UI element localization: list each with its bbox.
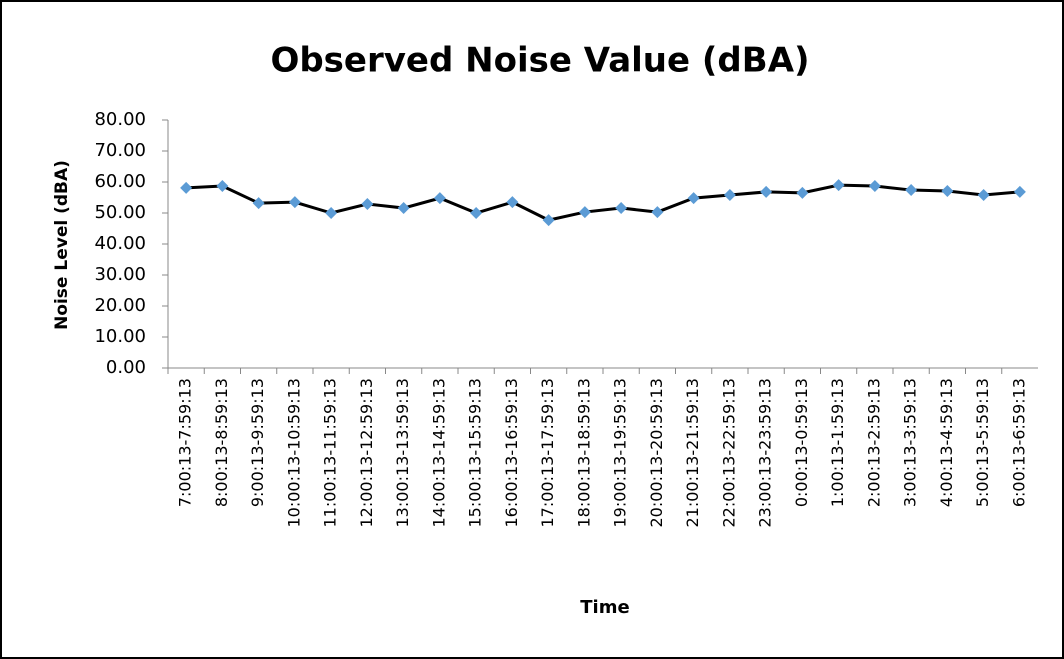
- x-tick-label: 7:00:13-7:59:13: [176, 378, 195, 507]
- marker: [760, 185, 773, 198]
- marker: [832, 179, 845, 192]
- x-tick-label: 2:00:13-2:59:13: [864, 378, 883, 507]
- marker: [687, 192, 700, 205]
- x-tick-label: 15:00:13-15:59:13: [466, 378, 485, 528]
- marker: [868, 180, 881, 193]
- y-tick-label: 30.00: [94, 264, 146, 285]
- x-tick-label: 8:00:13-8:59:13: [212, 378, 231, 507]
- y-tick-label: 50.00: [94, 202, 146, 223]
- x-tick-label: 3:00:13-3:59:13: [901, 378, 920, 507]
- x-tick-label: 1:00:13-1:59:13: [828, 378, 847, 507]
- x-tick-label: 13:00:13-13:59:13: [393, 378, 412, 528]
- x-tick-label: 22:00:13-22:59:13: [719, 378, 738, 528]
- marker: [578, 206, 591, 219]
- x-tick-label: 6:00:13-6:59:13: [1009, 378, 1028, 507]
- x-tick-label: 19:00:13-19:59:13: [611, 378, 630, 528]
- marker: [1013, 185, 1026, 198]
- y-tick-label: 20.00: [94, 295, 146, 316]
- x-tick-label: 23:00:13-23:59:13: [756, 378, 775, 528]
- x-tick-label: 10:00:13-10:59:13: [284, 378, 303, 528]
- marker: [325, 207, 338, 219]
- y-tick-label: 70.00: [94, 140, 146, 161]
- marker: [542, 214, 555, 227]
- x-tick-label: 20:00:13-20:59:13: [647, 378, 666, 528]
- marker: [651, 206, 664, 219]
- x-tick-label: 9:00:13-9:59:13: [248, 378, 267, 507]
- marker: [506, 196, 519, 209]
- x-axis-title: Time: [580, 597, 629, 618]
- marker: [723, 189, 736, 202]
- marker: [941, 184, 954, 197]
- marker: [252, 197, 265, 210]
- x-tick-label: 14:00:13-14:59:13: [429, 378, 448, 528]
- marker: [977, 189, 990, 202]
- y-axis-title: Noise Level (dBA): [52, 160, 72, 330]
- marker: [288, 196, 301, 209]
- x-tick-label: 18:00:13-18:59:13: [574, 378, 593, 528]
- marker: [361, 198, 374, 211]
- y-tick-label: 0.00: [106, 357, 146, 378]
- x-tick-label: 5:00:13-5:59:13: [973, 378, 992, 507]
- marker: [796, 186, 809, 199]
- marker: [433, 192, 446, 205]
- x-tick-label: 11:00:13-11:59:13: [321, 378, 340, 528]
- marker: [397, 202, 410, 215]
- y-tick-label: 60.00: [94, 171, 146, 192]
- x-tick-label: 0:00:13-0:59:13: [792, 378, 811, 507]
- x-tick-label: 16:00:13-16:59:13: [502, 378, 521, 528]
- chart-title: Observed Noise Value (dBA): [270, 41, 809, 81]
- data-line: [186, 183, 1021, 222]
- marker: [905, 184, 918, 197]
- marker: [470, 207, 483, 219]
- marker: [615, 202, 628, 215]
- x-tick-label: 12:00:13-12:59:13: [357, 378, 376, 528]
- x-tick-label: 21:00:13-21:59:13: [683, 378, 702, 528]
- y-tick-label: 80.00: [94, 109, 146, 130]
- x-tick-label: 17:00:13-17:59:13: [538, 378, 557, 528]
- y-tick-label: 10.00: [94, 326, 146, 347]
- y-tick-label: 40.00: [94, 233, 146, 254]
- marker: [180, 181, 193, 194]
- marker: [216, 180, 229, 193]
- x-tick-label: 4:00:13-4:59:13: [937, 378, 956, 507]
